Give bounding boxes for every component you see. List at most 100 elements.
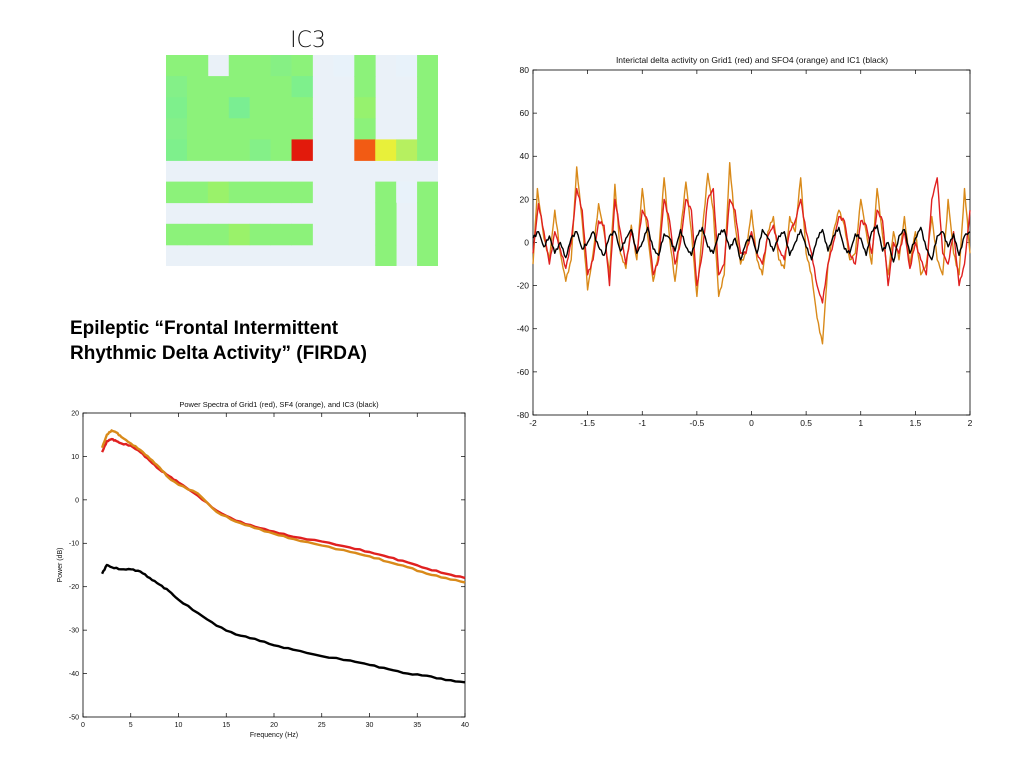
topomap-cell (417, 202, 438, 225)
topomap-cell (186, 181, 209, 204)
x-tick-label: 5 (129, 722, 133, 729)
series-line (532, 224, 971, 263)
topomap-cell (186, 55, 209, 77)
topomap-cell (207, 118, 230, 140)
topomap-cell (249, 97, 272, 119)
topomap-cell (417, 118, 438, 140)
topomap-cell (228, 181, 251, 204)
topomap-cell (249, 181, 272, 204)
power-spectra-chart: Power Spectra of Grid1 (red), SF4 (orang… (57, 400, 469, 739)
x-tick-label: 0 (81, 722, 85, 729)
interictal-delta-chart: Interictal delta activity on Grid1 (red)… (517, 55, 973, 428)
topomap-cell (228, 118, 251, 140)
topomap-cell (396, 139, 418, 161)
series-line (100, 429, 466, 584)
topomap-cell (354, 139, 376, 161)
topomap-cell (186, 97, 209, 119)
topomap-cell (270, 76, 292, 98)
topomap-cell (228, 97, 251, 119)
topomap-cell (249, 118, 272, 140)
topomap-cell (186, 139, 209, 161)
topomap-cell (228, 55, 251, 77)
x-tick-label: -1 (638, 418, 646, 428)
x-tick-label: 10 (175, 722, 183, 729)
y-tick-label: -40 (517, 324, 530, 334)
topomap-cell (207, 181, 230, 204)
y-tick-label: 20 (520, 194, 530, 204)
topomap-cell (166, 223, 188, 246)
y-tick-label: 60 (520, 108, 530, 118)
x-tick-label: 40 (461, 722, 469, 729)
topomap-cell (166, 97, 188, 119)
topomap-cell (375, 244, 397, 266)
topomap-cell (249, 223, 272, 246)
topomap-cell (375, 139, 397, 161)
topomap-cell (249, 55, 272, 77)
topomap-cell (417, 223, 438, 246)
x-tick-label: 20 (270, 722, 278, 729)
spectra-x-label: Frequency (Hz) (250, 732, 298, 739)
x-tick-label: 0.5 (800, 418, 812, 428)
x-tick-label: 0 (749, 418, 754, 428)
delta-plot-frame (532, 69, 971, 416)
x-tick-label: -1.5 (580, 418, 595, 428)
x-tick-label: 30 (366, 722, 374, 729)
topomap-cell (228, 223, 251, 246)
topomap-cell (270, 55, 292, 77)
topomap-cell (207, 76, 230, 98)
x-tick-label: 35 (413, 722, 421, 729)
topomap-cell (396, 181, 418, 204)
y-tick-label: 40 (520, 151, 530, 161)
topomap-cell (417, 97, 438, 119)
topomap-cell (228, 139, 251, 161)
topomap-cell (354, 76, 376, 98)
y-tick-label: -20 (69, 584, 79, 591)
x-tick-label: 25 (318, 722, 326, 729)
y-tick-label: 20 (71, 410, 79, 417)
topomap-cell (417, 244, 438, 266)
topomap-cell (207, 223, 230, 246)
topomap-cell (396, 55, 418, 77)
topomap-cell (291, 97, 313, 119)
topomap-cell (291, 223, 313, 246)
y-tick-label: -40 (69, 671, 79, 678)
topomap-cell (166, 76, 188, 98)
x-tick-label: -2 (529, 418, 537, 428)
x-tick-label: 2 (968, 418, 973, 428)
topomap-cell (270, 139, 292, 161)
topomap-cell (166, 118, 188, 140)
slide-heading-line-2: Rhythmic Delta Activity” (FIRDA) (70, 343, 367, 364)
topomap-cell (375, 202, 397, 225)
y-tick-label: -20 (517, 281, 530, 291)
y-tick-label: 0 (524, 237, 529, 247)
delta-chart-title: Interictal delta activity on Grid1 (red)… (616, 55, 888, 65)
y-tick-label: -60 (517, 367, 530, 377)
y-tick-label: -50 (69, 714, 79, 721)
y-tick-label: -30 (69, 628, 79, 635)
x-tick-label: 15 (222, 722, 230, 729)
topomap-cell (291, 118, 313, 140)
y-tick-label: -80 (517, 410, 530, 420)
topomap-cell (270, 97, 292, 119)
topomap-cell (354, 55, 376, 77)
topomap-cell (291, 139, 313, 161)
topomap-cell (291, 181, 313, 204)
topomap-cell (291, 55, 313, 77)
spectra-plot-frame (82, 412, 466, 718)
ic3-topomap (166, 55, 438, 266)
topomap-cell (186, 223, 209, 246)
topomap-cell (166, 181, 188, 204)
topomap-cell (354, 97, 376, 119)
topomap-cell (166, 139, 188, 161)
topomap-cell (186, 118, 209, 140)
y-tick-label: -10 (69, 541, 79, 548)
slide-heading-line-1: Epileptic “Frontal Intermittent (70, 318, 339, 339)
topomap-cell (249, 139, 272, 161)
topomap-cell (417, 76, 438, 98)
topomap-cell (270, 181, 292, 204)
topomap-cell (249, 76, 272, 98)
topomap-cell (228, 76, 251, 98)
x-tick-label: 1.5 (909, 418, 921, 428)
x-tick-label: -0.5 (690, 418, 705, 428)
y-tick-label: 80 (520, 65, 530, 75)
